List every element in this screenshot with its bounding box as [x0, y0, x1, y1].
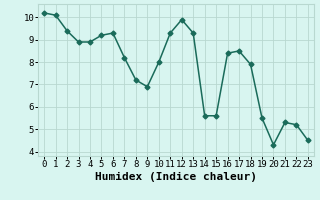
X-axis label: Humidex (Indice chaleur): Humidex (Indice chaleur) — [95, 172, 257, 182]
